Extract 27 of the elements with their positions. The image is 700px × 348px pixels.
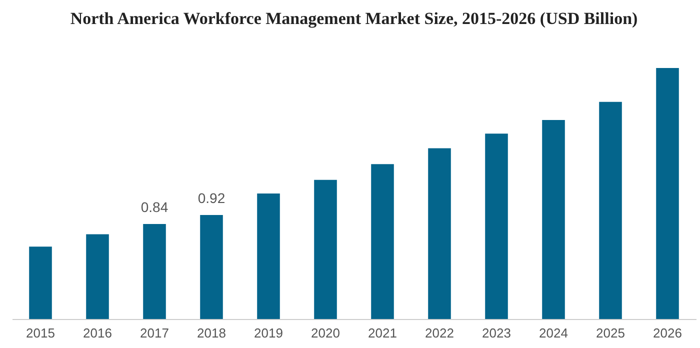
x-tick-label: 2020 xyxy=(311,326,340,340)
x-tick-label: 2015 xyxy=(26,326,55,340)
bar xyxy=(143,224,166,319)
x-tick-label: 2018 xyxy=(197,326,226,340)
bar xyxy=(542,120,565,319)
bar xyxy=(428,148,451,319)
x-tick-label: 2023 xyxy=(482,326,511,340)
x-tick-label: 2021 xyxy=(368,326,397,340)
bar xyxy=(485,134,508,319)
bar xyxy=(29,246,52,319)
x-tick-label: 2024 xyxy=(539,326,568,340)
bar xyxy=(314,180,337,319)
data-label: 0.92 xyxy=(198,190,226,206)
bar xyxy=(371,164,394,319)
chart-title: North America Workforce Management Market Size, 2015-2026 (USD Billion) xyxy=(70,9,638,28)
x-tick-label: 2022 xyxy=(425,326,454,340)
bar xyxy=(257,194,280,319)
bar xyxy=(200,214,223,319)
x-tick-label: 2017 xyxy=(140,326,169,340)
bar xyxy=(86,234,109,319)
bar xyxy=(599,102,622,319)
x-tick-label: 2025 xyxy=(596,326,625,340)
bar xyxy=(656,68,679,319)
x-tick-label: 2016 xyxy=(83,326,112,340)
data-label: 0.84 xyxy=(140,199,168,216)
x-tick-label: 2019 xyxy=(254,326,283,340)
x-tick-label: 2026 xyxy=(653,326,682,340)
